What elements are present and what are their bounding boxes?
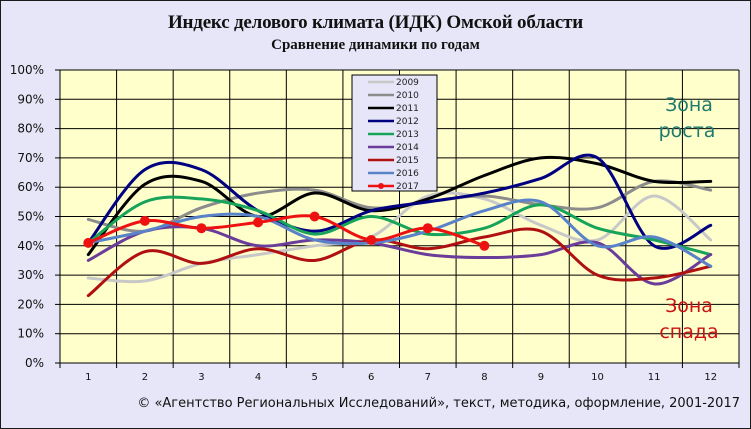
series-line-2013 [86, 195, 713, 257]
x-tick-label: 11 [648, 372, 661, 383]
zone-down-line1: Зона [665, 295, 713, 317]
x-tick-label: 9 [538, 372, 544, 383]
zone-up-label: Зона роста [659, 94, 716, 142]
legend-marker [378, 183, 384, 189]
y-tick-label: 50% [17, 210, 44, 224]
data-point-marker [479, 240, 490, 251]
y-tick-label: 60% [17, 180, 44, 194]
chart-title: Индекс делового климата (ИДК) Омской обл… [167, 12, 584, 33]
data-point-marker [196, 223, 207, 234]
zone-down-line2: спада [659, 321, 718, 343]
y-tick-label: 80% [17, 122, 44, 136]
legend-label-2014: 2014 [396, 143, 419, 153]
copyright-footer: © «Агентство Региональных Исследований»,… [137, 396, 740, 411]
legend: 2009 2010 2011 2012 2013 2014 2015 2016 2017 [351, 74, 438, 192]
zone-up-line2: роста [659, 120, 716, 142]
zone-down-label: Зона спада [659, 295, 718, 343]
y-axis: 0% 10% 20% 30% 40% 50% 60% 70% 80% 90% 100% [10, 63, 61, 370]
x-tick-label: 7 [425, 372, 431, 383]
legend-label-2016: 2016 [396, 169, 419, 179]
x-tick-label: 10 [591, 372, 604, 383]
series-line-2016 [86, 198, 713, 268]
x-tick-label: 4 [255, 372, 261, 383]
y-tick-label: 90% [17, 92, 44, 106]
series-lines [83, 153, 713, 298]
data-point-marker [366, 234, 377, 245]
chart-subtitle: Сравнение динамики по годам [271, 37, 480, 53]
legend-label-2015: 2015 [396, 156, 419, 166]
y-tick-label: 100% [10, 63, 44, 77]
series-line-2015 [86, 227, 713, 298]
data-point-marker [253, 217, 264, 228]
y-tick-label: 30% [17, 268, 44, 282]
legend-label-2013: 2013 [396, 130, 419, 140]
series-line-2011 [86, 155, 713, 257]
legend-label-2012: 2012 [396, 117, 419, 127]
x-tick-label: 3 [198, 372, 204, 383]
y-tick-label: 0% [25, 356, 44, 370]
series-line-2012 [86, 153, 713, 250]
legend-box [351, 74, 438, 192]
y-tick-label: 10% [17, 327, 44, 341]
x-tick-label: 5 [311, 372, 317, 383]
x-tick-label: 2 [142, 372, 148, 383]
x-axis: 1 2 3 4 5 6 7 8 9 10 11 12 [59, 362, 740, 383]
data-point-marker [83, 237, 94, 248]
zone-up-line1: Зона [665, 94, 713, 116]
legend-label-2010: 2010 [396, 91, 419, 101]
data-point-marker [139, 215, 150, 226]
x-tick-label: 8 [481, 372, 487, 383]
series-line-2017 [86, 214, 486, 248]
x-tick-label: 1 [85, 372, 91, 383]
legend-label-2011: 2011 [396, 104, 419, 114]
x-tick-label: 6 [368, 372, 374, 383]
data-point-marker [309, 211, 320, 222]
y-tick-label: 20% [17, 297, 44, 311]
legend-label-2017: 2017 [396, 182, 419, 192]
x-tick-label: 12 [704, 372, 717, 383]
data-point-marker [422, 223, 433, 234]
y-tick-label: 70% [17, 151, 44, 165]
legend-label-2009: 2009 [396, 78, 419, 88]
y-tick-label: 40% [17, 239, 44, 253]
